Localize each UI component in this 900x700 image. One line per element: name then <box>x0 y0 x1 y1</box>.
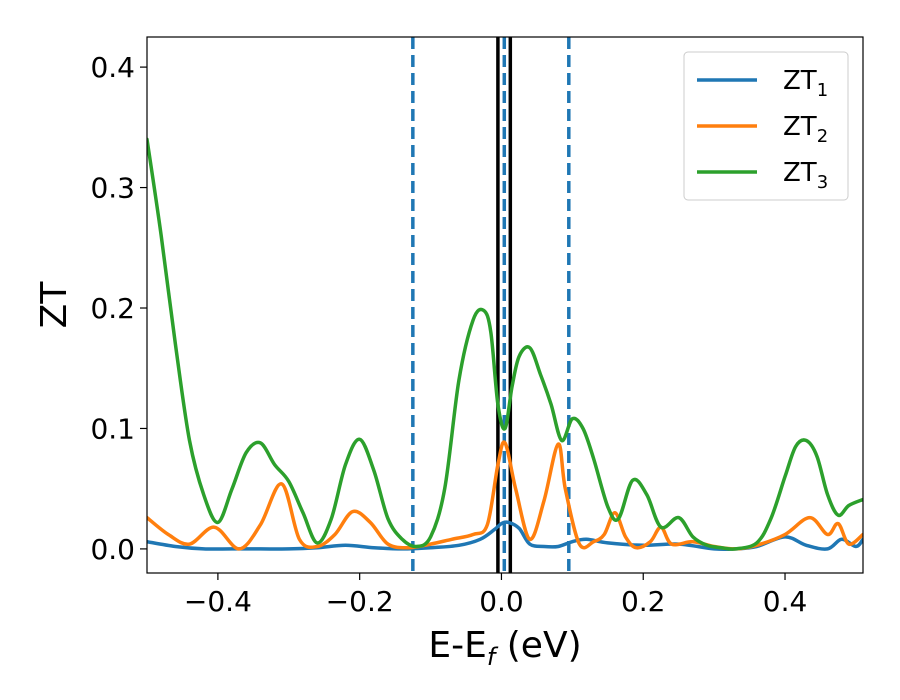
plot-frame <box>146 36 864 574</box>
x-tick-label: 0.2 <box>621 585 666 618</box>
legend: ZT1 ZT2 ZT3 <box>683 51 849 201</box>
y-axis-label: ZT <box>34 281 75 329</box>
x-axis-label: E-Ef (eV) <box>428 625 581 671</box>
x-tick-label: −0.4 <box>184 585 252 618</box>
legend-frame <box>683 51 849 201</box>
legend-label-zt2: ZT2 <box>783 112 828 147</box>
y-tick-label: 0.4 <box>90 51 135 84</box>
series-layer <box>147 137 863 552</box>
y-axis: 0.0 0.1 0.2 0.3 0.4 <box>90 51 147 566</box>
x-tick-label: −0.2 <box>326 585 394 618</box>
x-axis-label-main: E-E <box>428 625 486 666</box>
series-line-zt3 <box>147 137 863 551</box>
y-tick-label: 0.3 <box>90 172 135 205</box>
legend-label-zt3: ZT3 <box>783 158 828 193</box>
x-axis: −0.4 −0.2 0.0 0.2 0.4 <box>184 573 807 618</box>
x-axis-label-suffix: (eV) <box>495 625 581 666</box>
legend-label-zt1: ZT1 <box>783 66 828 101</box>
reference-lines <box>411 37 571 573</box>
x-tick-label: 0.0 <box>479 585 524 618</box>
y-tick-label: 0.1 <box>90 412 135 445</box>
y-tick-label: 0.0 <box>90 533 135 566</box>
x-tick-label: 0.4 <box>763 585 808 618</box>
y-tick-label: 0.2 <box>90 292 135 325</box>
